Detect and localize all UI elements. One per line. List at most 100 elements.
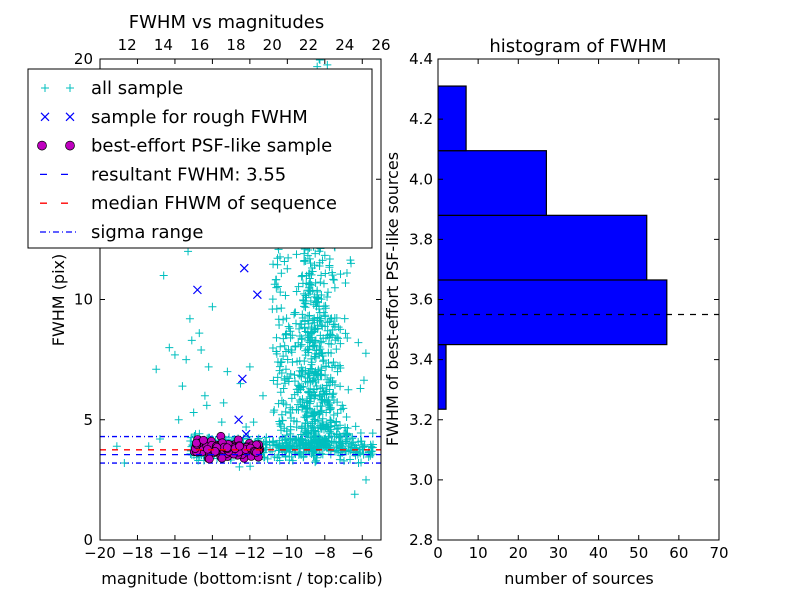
all-sample-point [336, 451, 345, 460]
all-sample-point [315, 258, 324, 267]
right-x-tick-label: 30 [549, 544, 568, 562]
all-sample-point [303, 251, 312, 260]
all-sample-point [301, 303, 310, 312]
all-sample-point [159, 271, 168, 280]
all-sample-point [356, 384, 365, 393]
all-sample-point [120, 459, 129, 468]
all-sample-point [303, 396, 312, 405]
all-sample-point [298, 279, 307, 288]
all-sample-point [290, 310, 299, 319]
all-sample-point [284, 253, 293, 262]
all-sample-point [301, 351, 310, 360]
right-y-tick-label: 4.0 [409, 170, 433, 188]
all-sample-point [288, 456, 297, 465]
all-sample-point [311, 458, 320, 467]
all-sample-point [323, 318, 332, 327]
left-y-tick-label: 10 [74, 291, 93, 309]
all-sample-point [293, 442, 302, 451]
all-sample-point [341, 279, 350, 288]
all-sample-point [281, 291, 290, 300]
all-sample-point [282, 314, 291, 323]
right-x-tick-label: 70 [709, 544, 728, 562]
all-sample-point [326, 378, 335, 387]
all-sample-point [182, 355, 191, 364]
all-sample-point [296, 447, 305, 456]
all-sample-point [310, 436, 319, 445]
all-sample-point [302, 430, 311, 439]
all-sample-point [270, 406, 279, 415]
all-sample-point [322, 420, 331, 429]
all-sample-point [321, 269, 330, 278]
psf-like-point [217, 453, 227, 463]
rough-fwhm-point [237, 374, 247, 384]
all-sample-point [277, 269, 286, 278]
all-sample-point [315, 343, 324, 352]
all-sample-point [174, 415, 183, 424]
all-sample-point [265, 438, 274, 447]
all-sample-point [321, 362, 330, 371]
all-sample-point [295, 371, 304, 380]
all-sample-point [303, 331, 312, 340]
all-sample-point [277, 304, 286, 313]
all-sample-point [185, 314, 194, 323]
all-sample-point [301, 426, 310, 435]
all-sample-point [354, 338, 363, 347]
all-sample-point [275, 321, 284, 330]
all-sample-point [309, 341, 318, 350]
legend-x-marker [65, 112, 75, 122]
all-sample-point [319, 357, 328, 366]
right-y-tick-label: 4.2 [409, 110, 433, 128]
all-sample-point [281, 365, 290, 374]
right-y-tick-label: 3.4 [409, 351, 433, 369]
all-sample-point [329, 275, 338, 284]
legend-label: median FHWM of sequence [91, 193, 337, 214]
all-sample-point [284, 377, 293, 386]
all-sample-point [306, 278, 315, 287]
all-sample-point [307, 281, 316, 290]
all-sample-point [314, 375, 323, 384]
all-sample-point [336, 339, 345, 348]
all-sample-point [261, 437, 270, 446]
all-sample-point [273, 358, 282, 367]
all-sample-point [274, 399, 283, 408]
legend-label: best-effort PSF-like sample [91, 136, 332, 157]
all-sample-point [187, 336, 196, 345]
right-x-tick-label: 10 [469, 544, 488, 562]
all-sample-point [307, 354, 316, 363]
all-sample-point [268, 437, 277, 446]
all-sample-point [273, 282, 282, 291]
all-sample-point [332, 425, 341, 434]
histogram-plot: histogram of FWHM 0 10 20 30 40 50 60 70 2.8 3.0 3… [383, 36, 729, 588]
legend-label: all sample [91, 78, 183, 99]
all-sample-point [286, 327, 295, 336]
all-sample-point [319, 440, 328, 449]
all-sample-point [268, 295, 277, 304]
all-sample-point [275, 456, 284, 465]
all-sample-point [356, 437, 365, 446]
legend-label: resultant FWHM: 3.55 [91, 164, 286, 185]
all-sample-point [312, 370, 321, 379]
all-sample-point [282, 400, 291, 409]
all-sample-point [155, 434, 164, 443]
all-sample-point [333, 409, 342, 418]
all-sample-point [311, 445, 320, 454]
all-sample-point [273, 380, 282, 389]
all-sample-point [336, 438, 345, 447]
all-sample-point [317, 348, 326, 357]
all-sample-point [309, 376, 318, 385]
all-sample-point [315, 247, 324, 256]
all-sample-point [316, 331, 325, 340]
all-sample-point [268, 305, 277, 314]
left-x-tick-label: −6 [351, 544, 373, 562]
right-data-layer [438, 85, 719, 410]
psf-like-point [235, 441, 244, 451]
all-sample-point [328, 393, 337, 402]
left-y-tick-label: 20 [74, 50, 93, 68]
right-x-tick-label: 60 [669, 544, 688, 562]
right-x-tick-label: 0 [433, 544, 443, 562]
all-sample-point [246, 462, 255, 471]
all-sample-point [270, 280, 279, 289]
all-sample-point [296, 320, 305, 329]
all-sample-point [307, 394, 316, 403]
all-sample-point [326, 405, 335, 414]
